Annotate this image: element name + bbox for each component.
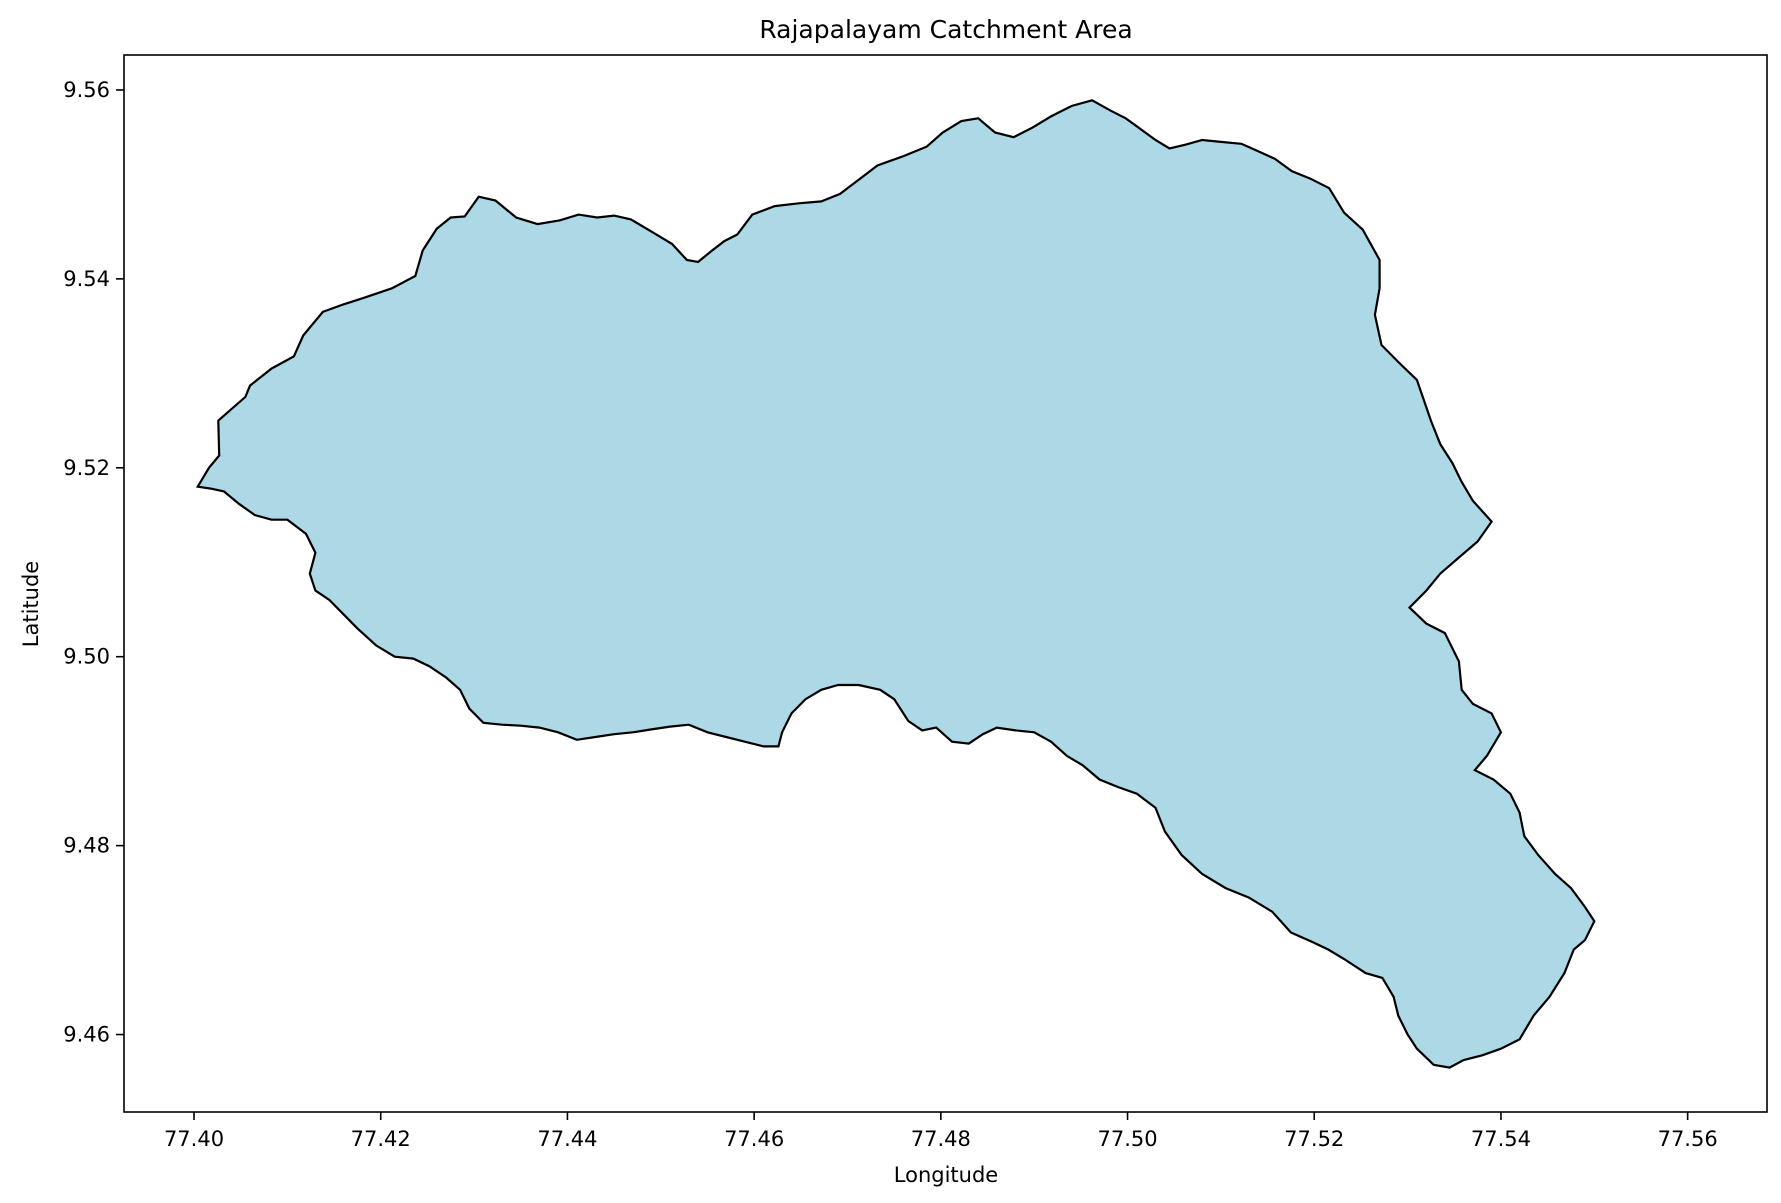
x-tick-label: 77.54 xyxy=(1471,1127,1531,1151)
x-tick-label: 77.46 xyxy=(724,1127,784,1151)
x-axis-ticks: 77.40 77.42 77.44 77.46 77.48 77.50 77.52 77.54… xyxy=(164,1112,1718,1151)
y-tick-label: 9.52 xyxy=(63,456,110,480)
y-tick-label: 9.48 xyxy=(63,834,110,858)
chart-title: Rajapalayam Catchment Area xyxy=(759,15,1132,44)
x-tick-label: 77.40 xyxy=(164,1127,224,1151)
y-axis-ticks: 9.46 9.48 9.50 9.52 9.54 9.56 xyxy=(63,78,124,1047)
y-tick-label: 9.50 xyxy=(63,645,110,669)
x-axis-label: Longitude xyxy=(894,1163,998,1187)
y-tick-label: 9.54 xyxy=(63,267,110,291)
x-tick-label: 77.56 xyxy=(1658,1127,1718,1151)
x-tick-label: 77.44 xyxy=(537,1127,597,1151)
y-tick-label: 9.46 xyxy=(63,1023,110,1047)
plot-frame xyxy=(123,54,1768,1113)
x-tick-label: 77.42 xyxy=(351,1127,411,1151)
catchment-polygon-layer xyxy=(195,99,1596,1069)
x-tick-label: 77.48 xyxy=(911,1127,971,1151)
x-tick-label: 77.52 xyxy=(1284,1127,1344,1151)
y-tick-label: 9.56 xyxy=(63,78,110,102)
catchment-polygon xyxy=(195,99,1596,1069)
x-tick-label: 77.50 xyxy=(1097,1127,1157,1151)
y-axis-label: Latitude xyxy=(19,561,43,647)
plot-area xyxy=(123,54,1768,1113)
